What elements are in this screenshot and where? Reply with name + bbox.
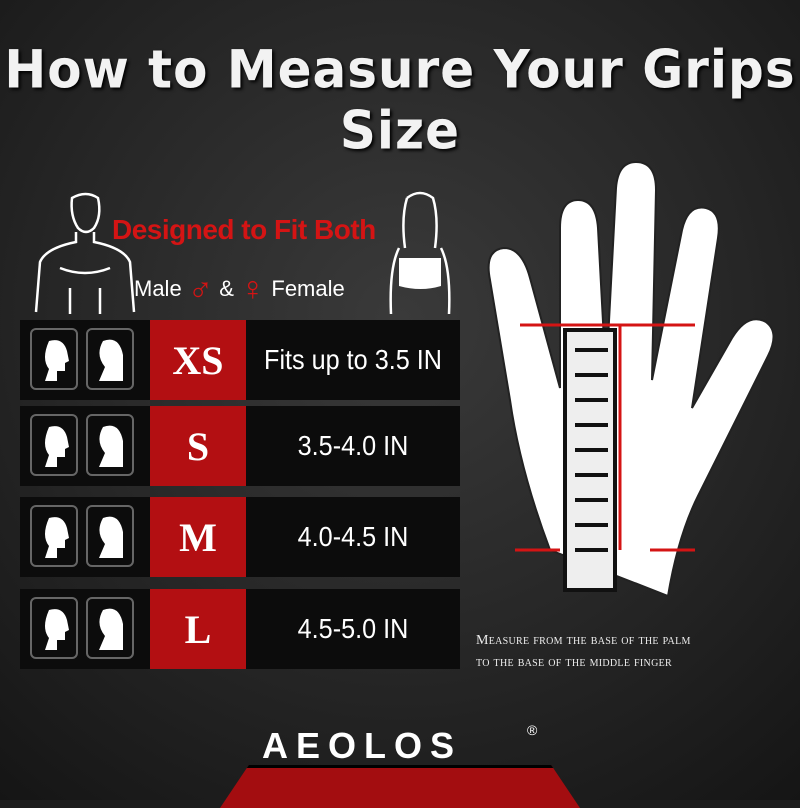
male-figure-icon (34, 192, 136, 314)
designed-heading: Designed to Fit Both (112, 214, 376, 245)
female-head-icon (86, 597, 134, 659)
size-range: 3.5-4.0 IN (297, 430, 409, 461)
male-label: Male (134, 276, 182, 301)
bottom-red-band (220, 765, 580, 808)
size-row: XS Fits up to 3.5 IN (20, 320, 460, 400)
size-row: S 3.5-4.0 IN (20, 406, 460, 486)
male-head-icon (30, 328, 78, 390)
size-label: XS (150, 320, 246, 400)
page-title: How to Measure Your Grips Size (4, 39, 796, 161)
brand-logo: AEOLOS (262, 725, 463, 766)
size-label: L (150, 589, 246, 669)
measure-line-1: Measure from the base of the palm (476, 633, 691, 648)
registered-mark: ® (527, 722, 538, 738)
female-head-icon (86, 328, 134, 390)
female-figure-icon (389, 191, 451, 315)
measure-line-2: to the base of the middle finger (476, 655, 672, 670)
female-label: Female (271, 276, 345, 301)
size-label: M (150, 497, 246, 577)
measure-instructions: Measure from the base of the palm to the… (476, 630, 691, 674)
male-symbol-icon: ♂ (187, 270, 214, 308)
size-label: S (150, 406, 246, 486)
size-row: M 4.0-4.5 IN (20, 497, 460, 577)
male-head-icon (30, 414, 78, 476)
size-row: L 4.5-5.0 IN (20, 589, 460, 669)
size-range: 4.0-4.5 IN (297, 521, 409, 552)
hand-illustration (487, 160, 775, 598)
size-range: Fits up to 3.5 IN (264, 344, 442, 375)
female-head-icon (86, 505, 134, 567)
female-head-icon (86, 414, 134, 476)
male-head-icon (30, 505, 78, 567)
size-range: 4.5-5.0 IN (297, 613, 409, 644)
amp-label: & (219, 276, 234, 301)
gender-line: Male ♂ & ♀ Female (134, 272, 345, 306)
male-head-icon (30, 597, 78, 659)
female-symbol-icon: ♀ (239, 270, 266, 308)
